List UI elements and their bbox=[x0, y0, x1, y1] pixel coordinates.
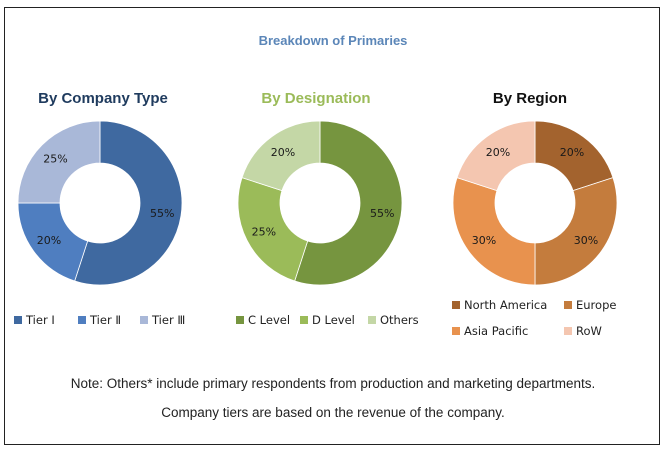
data-label-company-type-0: 55% bbox=[150, 207, 174, 220]
legend-item-region-2: Asia Pacific bbox=[452, 324, 528, 338]
chart-title-company-type: By Company Type bbox=[38, 90, 168, 107]
legend-label: Asia Pacific bbox=[464, 324, 529, 338]
donut-slice-company-type-2 bbox=[17, 120, 101, 204]
legend-swatch bbox=[452, 327, 460, 335]
legend-item-region-3: RoW bbox=[564, 324, 602, 338]
legend-swatch bbox=[564, 327, 572, 335]
legend-swatch bbox=[236, 316, 244, 324]
data-label-designation-0: 55% bbox=[370, 207, 394, 220]
legend-swatch bbox=[300, 316, 308, 324]
legend-item-designation-2: Others bbox=[368, 313, 419, 327]
legend-swatch bbox=[564, 301, 572, 309]
data-label-region-1: 30% bbox=[574, 234, 598, 247]
data-label-region-0: 20% bbox=[560, 146, 584, 159]
legend-label: Tier Ⅰ bbox=[26, 313, 55, 327]
chart-title-region: By Region bbox=[492, 90, 568, 107]
legend-label: Tier Ⅲ bbox=[152, 313, 186, 327]
donut-slice-region-3 bbox=[456, 120, 536, 192]
legend-label: North America bbox=[464, 298, 548, 312]
data-label-designation-2: 20% bbox=[271, 146, 295, 159]
legend-label: Others bbox=[380, 313, 419, 327]
legend-swatch bbox=[78, 316, 86, 324]
legend-label: D Level bbox=[312, 313, 355, 327]
legend-label: Europe bbox=[576, 298, 617, 312]
legend-company-type: Tier Ⅰ Tier Ⅱ Tier Ⅲ bbox=[14, 313, 224, 357]
legend-region: North America Europe Asia Pacific RoW bbox=[452, 298, 662, 342]
data-label-region-3: 20% bbox=[486, 146, 510, 159]
chart-title-designation: By Designation bbox=[261, 90, 371, 107]
donut-slice-designation-2 bbox=[241, 120, 321, 192]
legend-designation: C Level D Level Others bbox=[236, 313, 446, 357]
note-line-2: Company tiers are based on the revenue o… bbox=[161, 405, 505, 420]
legend-label: RoW bbox=[576, 324, 602, 338]
donut-slice-company-type-0 bbox=[74, 120, 183, 286]
legend-item-company-type-1: Tier Ⅱ bbox=[78, 313, 121, 327]
legend-label: Tier Ⅱ bbox=[90, 313, 121, 327]
data-label-company-type-1: 20% bbox=[37, 234, 61, 247]
donut-slice-region-1 bbox=[534, 177, 618, 286]
main-title: Breakdown of Primaries bbox=[258, 33, 408, 48]
donut-slice-region-2 bbox=[452, 177, 536, 286]
legend-swatch bbox=[14, 316, 22, 324]
donut-region: 20% 30% 30% 20% bbox=[452, 120, 618, 286]
data-label-designation-1: 25% bbox=[252, 226, 276, 239]
legend-item-region-0: North America bbox=[452, 298, 547, 312]
legend-label: C Level bbox=[248, 313, 291, 327]
donut-slice-designation-0 bbox=[294, 120, 403, 286]
donut-company-type: 55% 20% 25% bbox=[17, 120, 183, 286]
legend-item-designation-1: D Level bbox=[300, 313, 355, 327]
legend-swatch bbox=[140, 316, 148, 324]
legend-swatch bbox=[368, 316, 376, 324]
donut-designation: 55% 25% 20% bbox=[237, 120, 403, 286]
legend-item-company-type-2: Tier Ⅲ bbox=[140, 313, 185, 327]
data-label-region-2: 30% bbox=[472, 234, 496, 247]
data-label-company-type-2: 25% bbox=[43, 152, 67, 165]
donut-slice-designation-1 bbox=[237, 177, 309, 282]
legend-swatch bbox=[452, 301, 460, 309]
legend-item-company-type-0: Tier Ⅰ bbox=[14, 313, 55, 327]
note-line-1: Note: Others* include primary respondent… bbox=[70, 376, 596, 391]
legend-item-designation-0: C Level bbox=[236, 313, 290, 327]
legend-item-region-1: Europe bbox=[564, 298, 616, 312]
figure-frame bbox=[4, 7, 660, 445]
